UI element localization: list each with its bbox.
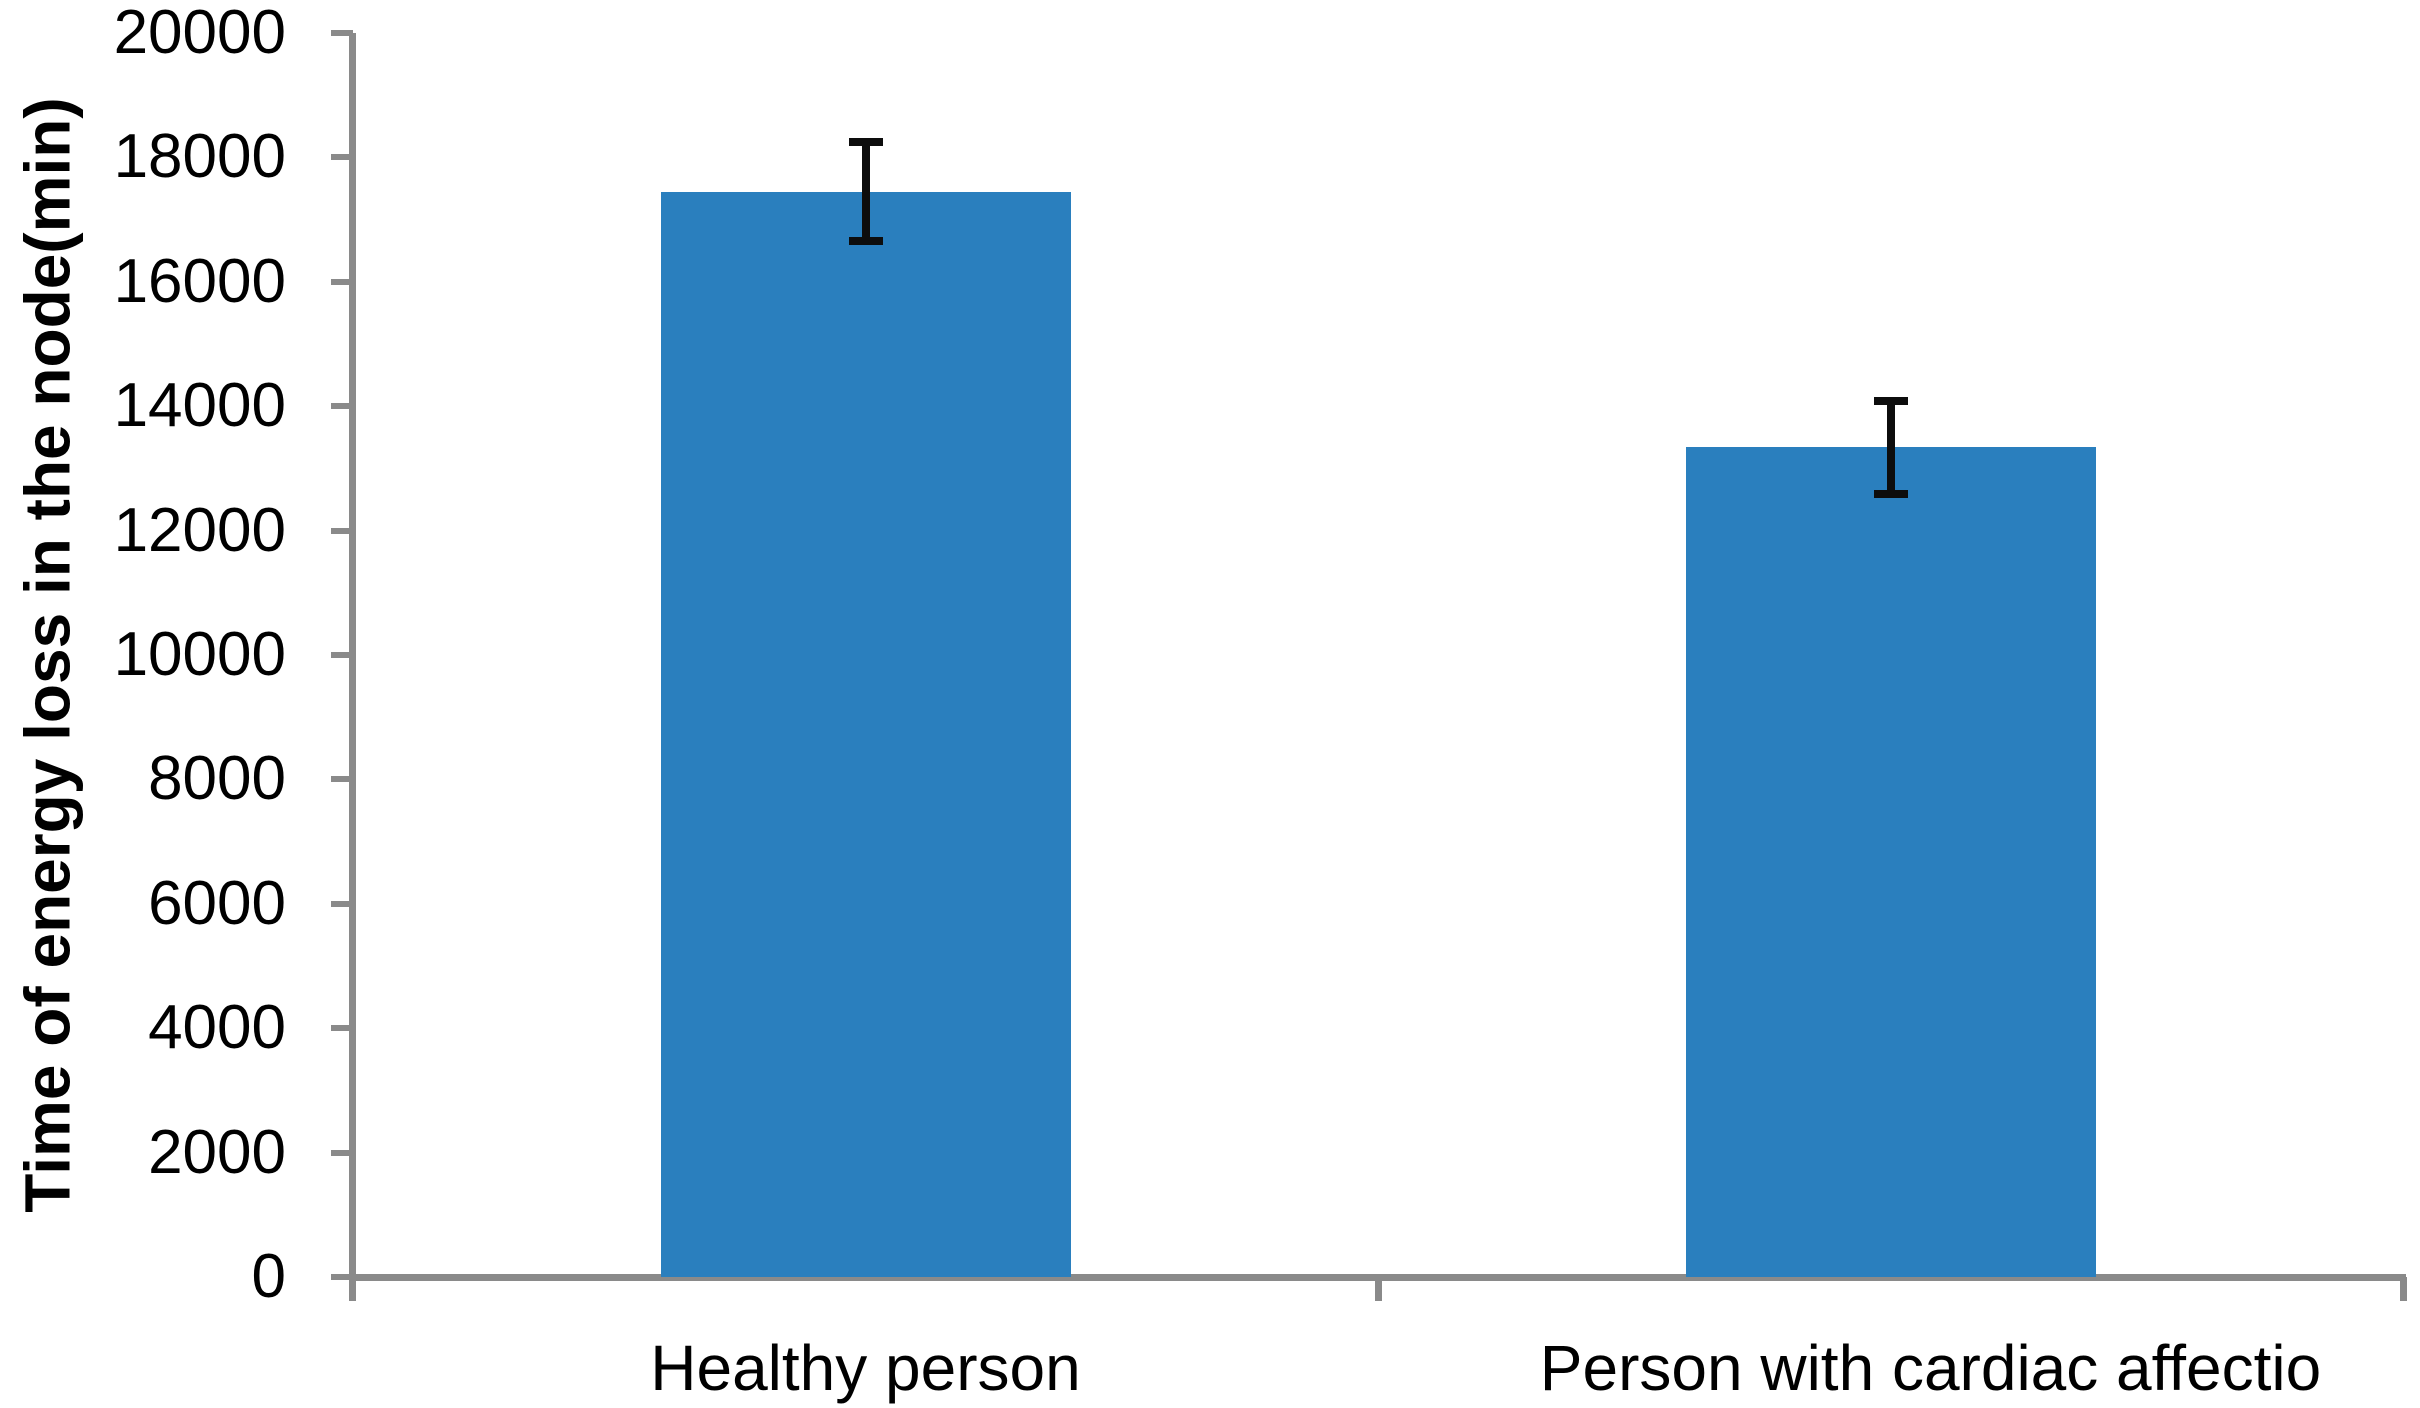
y-axis-tick-label: 8000 bbox=[148, 744, 286, 814]
error-bar-cap-healthy-person bbox=[848, 137, 883, 146]
y-axis-tick bbox=[331, 154, 353, 161]
error-bar-stem-person-with-cardiac-affectio bbox=[1886, 400, 1895, 494]
x-axis-tick bbox=[1375, 1277, 1382, 1301]
y-axis-tick-label: 16000 bbox=[113, 246, 286, 316]
category-label-person-with-cardiac-affectio: Person with cardiac affectio bbox=[1539, 1332, 2322, 1404]
y-axis-tick bbox=[331, 30, 353, 36]
y-axis-tick bbox=[331, 527, 353, 534]
bar-person-with-cardiac-affectio bbox=[1685, 447, 2096, 1277]
y-axis-tick bbox=[331, 776, 353, 783]
y-axis-tick-label: 10000 bbox=[113, 620, 286, 689]
y-axis-line bbox=[349, 33, 356, 1301]
error-bar-cap-person-with-cardiac-affectio bbox=[1873, 396, 1908, 405]
y-axis-tick bbox=[331, 900, 353, 907]
y-axis-tick bbox=[331, 1149, 353, 1156]
y-axis-tick-label: 20000 bbox=[113, 0, 286, 67]
bar-healthy-person bbox=[660, 191, 1071, 1277]
y-axis-tick bbox=[331, 403, 353, 410]
y-axis-tick-label: 0 bbox=[251, 1242, 286, 1311]
y-axis-tick-label: 2000 bbox=[148, 1117, 286, 1187]
error-bar-stem-healthy-person bbox=[861, 141, 870, 242]
category-label-healthy-person: Healthy person bbox=[650, 1332, 1081, 1404]
y-axis-tick bbox=[331, 652, 353, 658]
x-axis-tick bbox=[2400, 1277, 2407, 1301]
y-axis-tick bbox=[331, 1025, 353, 1032]
error-bar-cap-person-with-cardiac-affectio bbox=[1873, 489, 1908, 498]
y-axis-tick-label: 4000 bbox=[148, 993, 286, 1063]
y-axis-tick-label: 14000 bbox=[113, 371, 286, 441]
y-axis-tick bbox=[331, 1274, 353, 1280]
y-axis-tick bbox=[331, 278, 353, 285]
y-axis-tick-label: 18000 bbox=[113, 122, 286, 192]
error-bar-cap-healthy-person bbox=[848, 237, 883, 246]
y-axis-tick-label: 6000 bbox=[148, 868, 286, 938]
y-axis-tick-label: 12000 bbox=[113, 495, 286, 565]
